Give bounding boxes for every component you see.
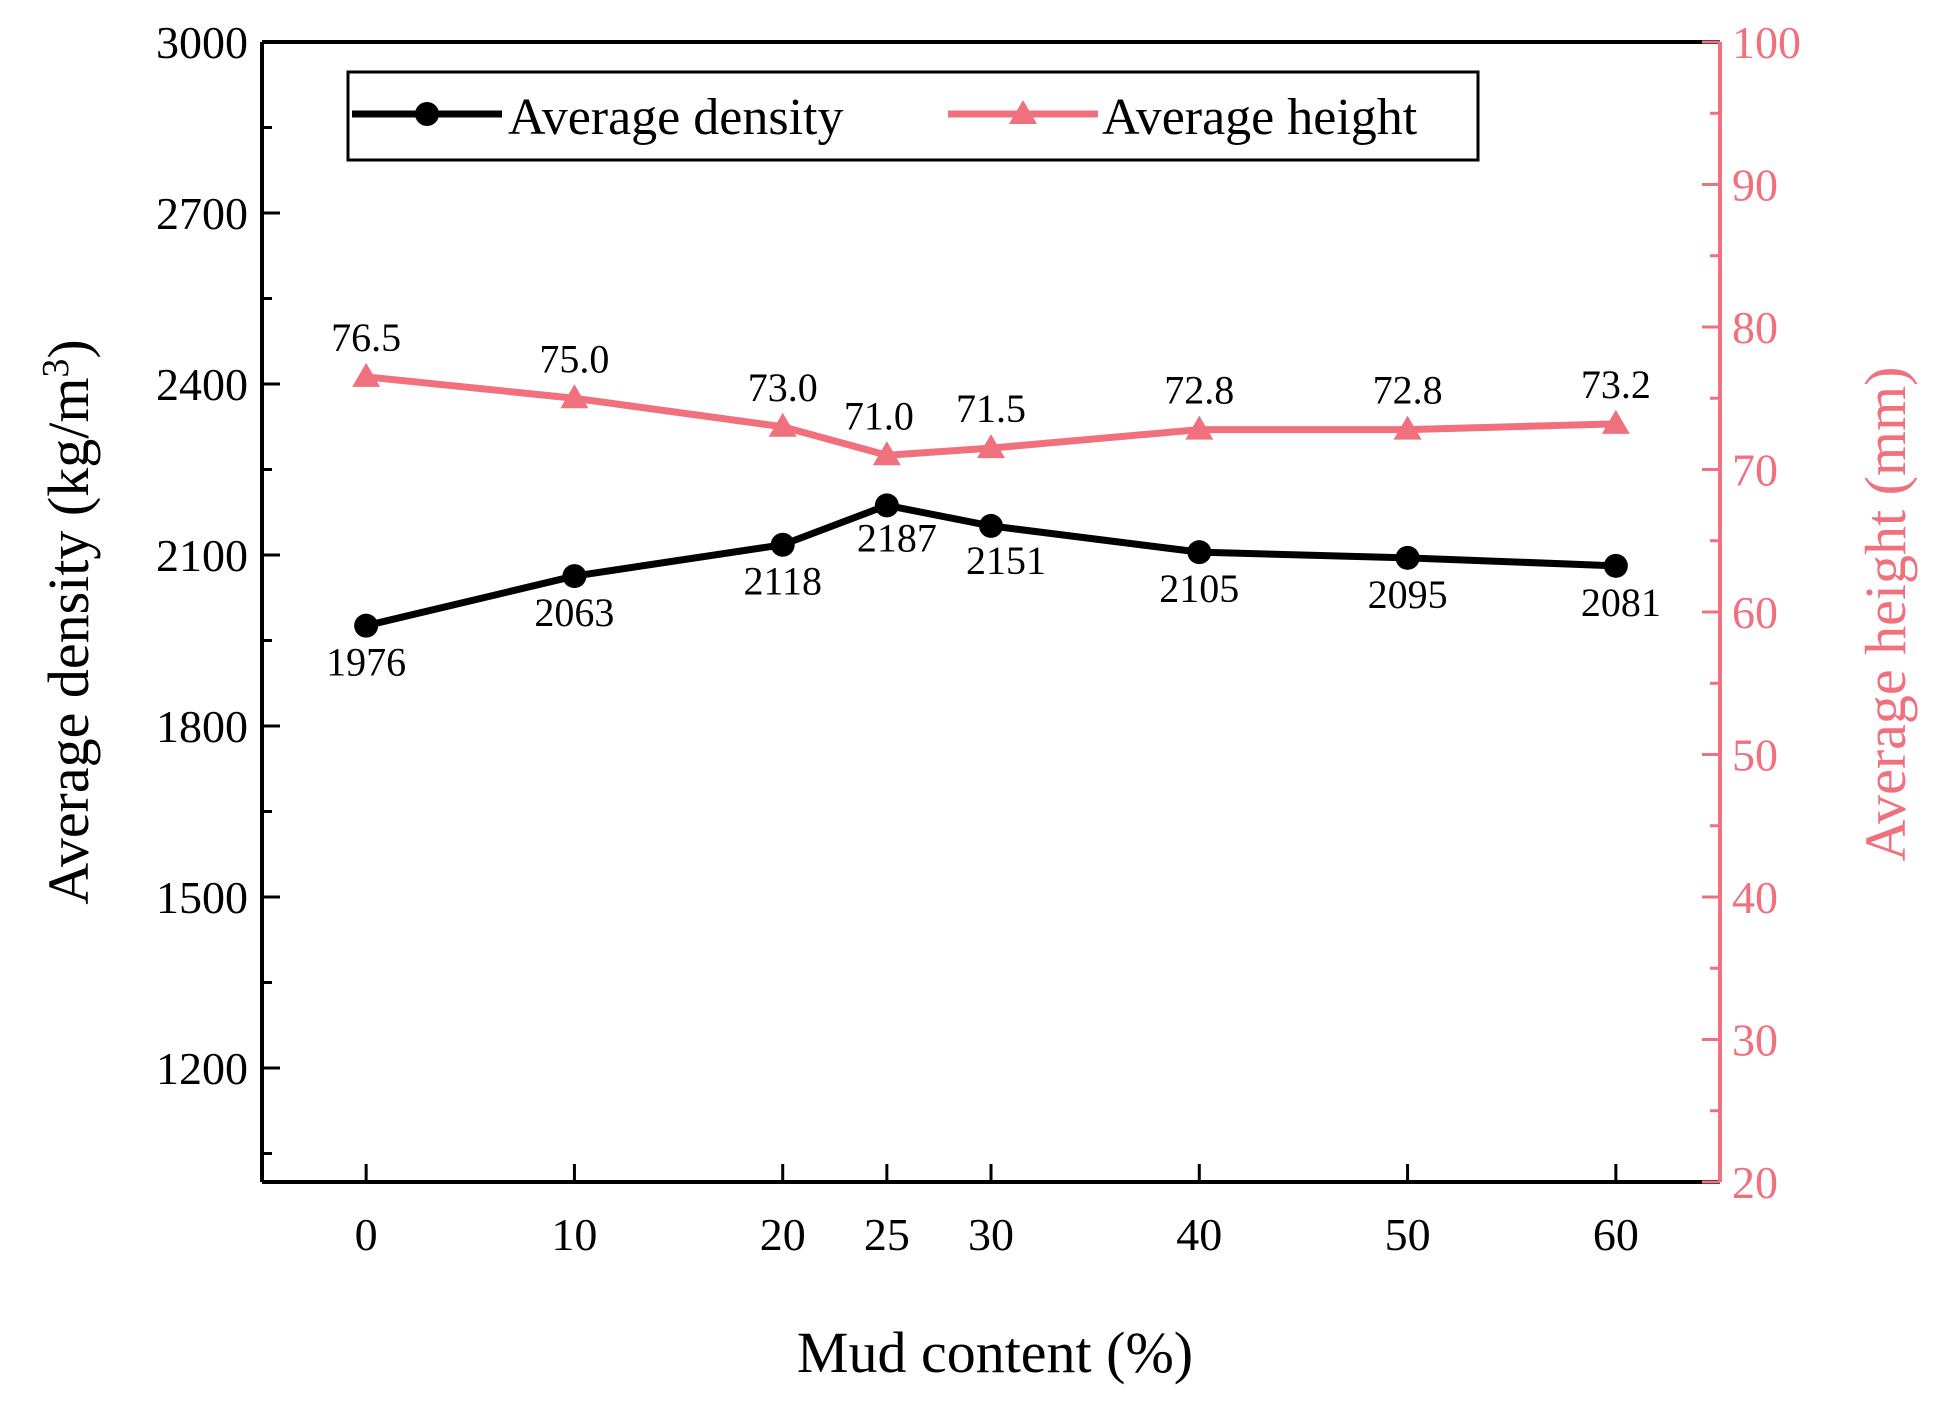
density-data-label: 2151 bbox=[966, 538, 1046, 583]
y-right-axis-title: Average height (mm) bbox=[1853, 367, 1918, 862]
density-data-label: 2081 bbox=[1581, 580, 1661, 625]
y-left-tick-label: 3000 bbox=[156, 17, 248, 68]
x-tick-label: 20 bbox=[760, 1209, 806, 1260]
density-data-label: 2095 bbox=[1368, 572, 1448, 617]
height-point bbox=[1601, 409, 1630, 434]
height-data-label: 71.0 bbox=[844, 393, 914, 438]
y-right-tick-label: 40 bbox=[1732, 872, 1778, 923]
y-right-tick-label: 60 bbox=[1732, 587, 1778, 638]
legend-height-marker bbox=[1009, 100, 1037, 124]
height-point bbox=[560, 384, 589, 409]
y-left-tick-label: 1500 bbox=[156, 872, 248, 923]
density-data-label: 2063 bbox=[534, 590, 614, 635]
legend-height-label: Average height bbox=[1102, 89, 1418, 146]
density-point bbox=[874, 493, 899, 518]
density-data-label: 2187 bbox=[857, 515, 937, 560]
x-tick-label: 40 bbox=[1176, 1209, 1222, 1260]
height-point bbox=[977, 434, 1005, 459]
density-point bbox=[979, 513, 1003, 538]
y-right-tick-label: 90 bbox=[1732, 160, 1778, 211]
data-labels: 1976 2063 2118 2187 2151 2105 2095 2081 76.5 75.0… bbox=[326, 315, 1661, 685]
x-tick-label: 10 bbox=[551, 1209, 597, 1260]
height-data-label: 72.8 bbox=[1164, 368, 1234, 413]
y-right-tick-label: 80 bbox=[1732, 302, 1778, 353]
y-left-tick-label: 2400 bbox=[156, 359, 248, 410]
height-point bbox=[768, 412, 797, 437]
x-axis-title: Mud content (%) bbox=[797, 1320, 1193, 1385]
density-point bbox=[770, 532, 795, 557]
density-data-label: 2118 bbox=[743, 559, 822, 604]
x-tick-label: 50 bbox=[1385, 1209, 1431, 1260]
y-right-tick-label: 50 bbox=[1732, 730, 1778, 781]
density-data-label: 2105 bbox=[1159, 566, 1239, 611]
y-left-tick-label: 1200 bbox=[156, 1043, 248, 1094]
x-tick-label: 30 bbox=[968, 1209, 1014, 1260]
y-left-tick-label: 2700 bbox=[156, 188, 248, 239]
y-left-tick-label: 1800 bbox=[156, 701, 248, 752]
height-data-label: 72.8 bbox=[1373, 368, 1443, 413]
density-data-label: 1976 bbox=[326, 640, 406, 685]
height-data-label: 73.0 bbox=[748, 365, 818, 410]
axes: 1200 1500 1800 2100 2400 2700 3000 20 30 40 50 60 70… bbox=[156, 17, 1801, 1260]
y-left-axis-title-main: Average density (kg/m bbox=[36, 378, 101, 905]
x-tick-label: 25 bbox=[864, 1209, 910, 1260]
legend-box bbox=[346, 70, 1480, 162]
height-point bbox=[1393, 415, 1422, 440]
x-tick-label: 60 bbox=[1593, 1209, 1639, 1260]
density-line bbox=[365, 501, 1616, 630]
y-right-tick-label: 70 bbox=[1732, 445, 1778, 496]
legend-density-marker bbox=[415, 102, 439, 126]
height-data-label: 76.5 bbox=[331, 315, 401, 360]
density-point bbox=[354, 613, 379, 638]
density-point bbox=[1187, 540, 1212, 565]
density-point bbox=[1603, 553, 1628, 578]
y-right-tick-label: 20 bbox=[1732, 1157, 1778, 1208]
height-data-label: 71.5 bbox=[956, 386, 1026, 431]
legend: Average density Average height bbox=[346, 70, 1480, 162]
series bbox=[352, 362, 1630, 638]
height-data-label: 73.2 bbox=[1581, 362, 1651, 407]
y-right-tick-label: 100 bbox=[1732, 17, 1801, 68]
density-point bbox=[562, 564, 587, 589]
density-point bbox=[1395, 545, 1420, 570]
x-tick-label: 0 bbox=[355, 1209, 378, 1260]
y-left-axis-title-superscript: 3 bbox=[35, 359, 77, 378]
height-point bbox=[352, 362, 381, 387]
y-left-axis-title-end: ) bbox=[36, 339, 101, 358]
height-line bbox=[365, 373, 1616, 459]
y-left-axis-title: Average density (kg/m3) bbox=[35, 339, 101, 905]
y-left-tick-label: 2100 bbox=[156, 530, 248, 581]
height-point bbox=[1185, 415, 1214, 440]
height-data-label: 75.0 bbox=[539, 336, 609, 381]
height-point bbox=[872, 441, 901, 466]
legend-density-label: Average density bbox=[508, 89, 843, 146]
y-right-tick-label: 30 bbox=[1732, 1015, 1778, 1066]
